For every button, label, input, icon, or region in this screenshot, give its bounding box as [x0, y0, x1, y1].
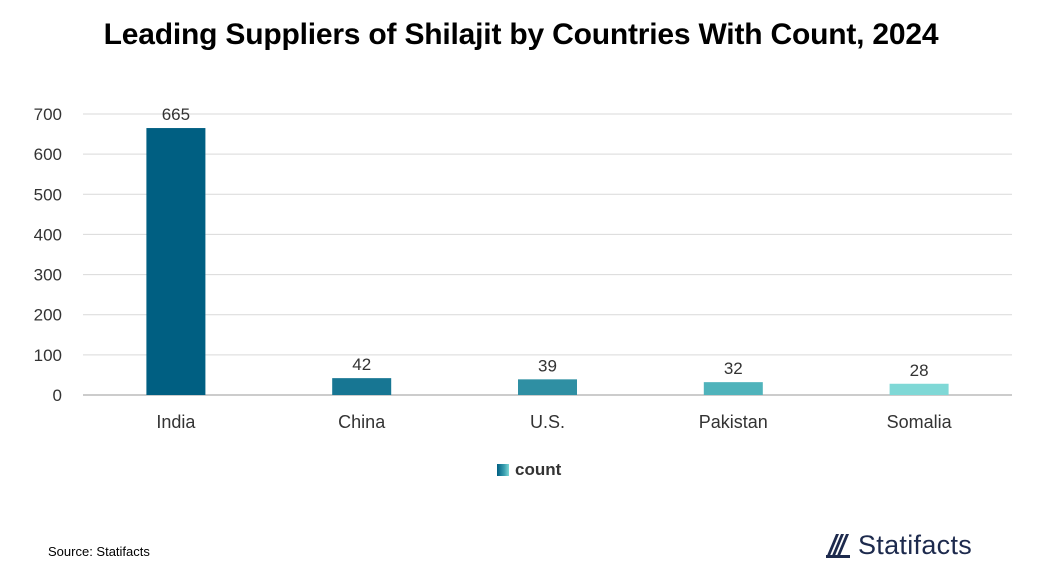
y-tick-label: 0: [53, 386, 62, 405]
y-axis-ticks: 0 100 200 300 400 500 600 700: [34, 105, 62, 405]
y-tick-label: 500: [34, 185, 62, 204]
data-label: 39: [538, 356, 557, 375]
bar-somalia: [889, 383, 949, 395]
brand-logo: Statifacts: [824, 530, 972, 561]
brand-name: Statifacts: [858, 530, 973, 560]
statifacts-logo-icon: [826, 533, 850, 558]
y-tick-label: 300: [34, 266, 62, 285]
x-category-label: Somalia: [887, 412, 953, 432]
data-label: 28: [910, 361, 929, 380]
data-label: 42: [352, 355, 371, 374]
x-category-label: China: [338, 412, 386, 432]
x-category-label: India: [156, 412, 196, 432]
bar-u-s: [518, 379, 577, 395]
y-tick-label: 100: [34, 346, 62, 365]
y-tick-label: 200: [34, 306, 62, 325]
source-note: Source: Statifacts: [48, 544, 150, 559]
chart-title: Leading Suppliers of Shilajit by Countri…: [103, 18, 939, 51]
x-axis-categories: India China U.S. Pakistan Somalia: [156, 412, 952, 432]
legend-swatch: [497, 464, 509, 476]
legend-label: count: [515, 460, 562, 479]
gridlines: [83, 113, 1012, 396]
x-category-label: Pakistan: [699, 412, 768, 432]
y-tick-label: 700: [34, 105, 62, 124]
data-labels: 665 42 39 32 28: [162, 105, 929, 380]
y-tick-label: 600: [34, 145, 62, 164]
legend: count: [497, 460, 561, 480]
bar-pakistan: [703, 382, 763, 395]
y-tick-label: 400: [34, 225, 62, 244]
bar-china: [332, 378, 392, 395]
x-category-label: U.S.: [530, 412, 565, 432]
bars: [146, 128, 949, 396]
data-label: 32: [724, 359, 743, 378]
bar-india: [146, 128, 206, 396]
data-label: 665: [162, 105, 190, 124]
